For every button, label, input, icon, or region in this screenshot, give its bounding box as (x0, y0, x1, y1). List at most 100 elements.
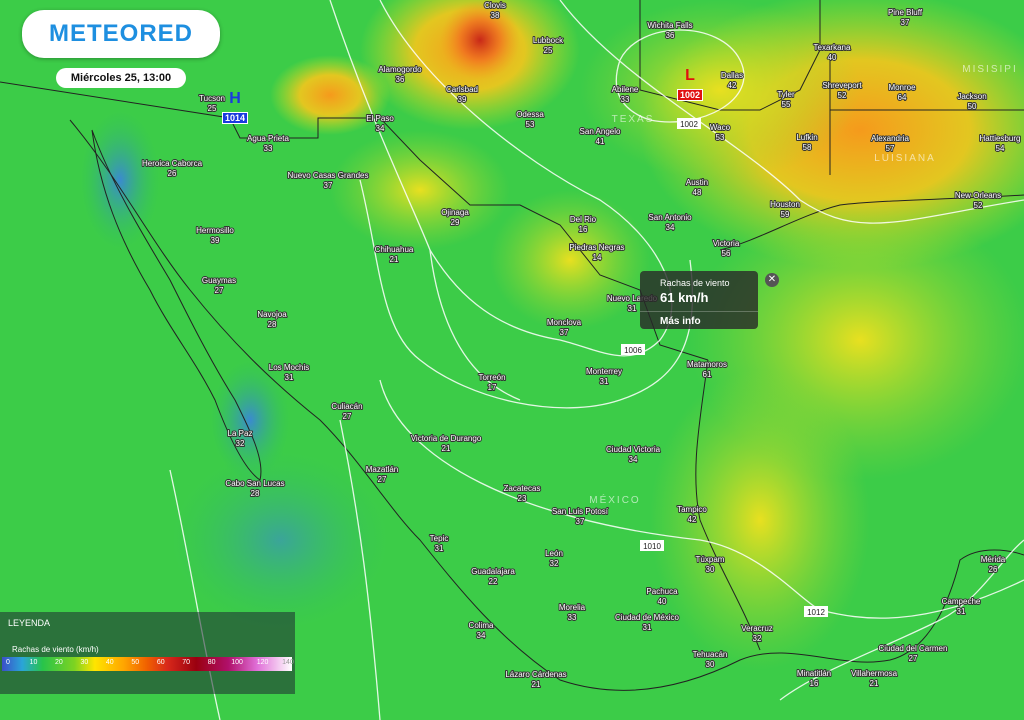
city-gust: 37 (576, 517, 585, 526)
city-gust: 61 (703, 370, 712, 379)
legend-tick: 60 (156, 659, 165, 666)
city-gust: 34 (376, 124, 385, 133)
city-gust: 38 (491, 11, 500, 20)
city-name: San Antonio (648, 213, 692, 222)
city-name: Minatitlán (797, 669, 831, 678)
city-name: Nuevo Casas Grandes (288, 171, 369, 180)
city-name: Texarkana (814, 43, 851, 52)
city-name: Houston (770, 200, 800, 209)
city-gust: 40 (828, 53, 837, 62)
city-name: Lubbock (533, 36, 564, 45)
city-gust: 37 (901, 18, 910, 27)
city-gust: 64 (898, 93, 907, 102)
legend-tick: 30 (80, 659, 89, 666)
legend-tick: 40 (105, 659, 114, 666)
city-name: Colima (469, 621, 494, 630)
city-name: Hattiesburg (980, 134, 1021, 143)
legend-tick: 50 (131, 659, 140, 666)
city-name: Matamoros (687, 360, 727, 369)
city-name: Odessa (516, 110, 544, 119)
city-gust: 37 (560, 328, 569, 337)
city-name: Ciudad del Carmen (879, 644, 948, 653)
date-selector[interactable]: Miércoles 25, 13:00 (56, 68, 186, 88)
city-gust: 42 (728, 81, 737, 90)
legend-colorbar (2, 657, 292, 671)
city-name: El Paso (366, 114, 394, 123)
popup-value: 61 km/h (660, 290, 709, 305)
city-gust: 30 (706, 565, 715, 574)
city-gust: 39 (211, 236, 220, 245)
city-name: Campeche (942, 597, 981, 606)
city-gust: 22 (489, 577, 498, 586)
pressure-center: L 1002 (677, 67, 704, 103)
city-gust: 25 (208, 104, 217, 113)
legend-title: LEYENDA (8, 618, 51, 628)
city-name: Ciudad Victoria (606, 445, 661, 454)
city-name: Heroica Caborca (142, 159, 203, 168)
city-gust: 34 (477, 631, 486, 640)
city-name: Tyler (777, 90, 795, 99)
city-name: Torreón (478, 373, 505, 382)
city-name: Monclova (547, 318, 582, 327)
city-gust: 30 (706, 660, 715, 669)
city-name: Del Rio (570, 215, 597, 224)
isobar-label: 1002 (680, 120, 698, 129)
city-gust: 59 (781, 210, 790, 219)
more-info-link[interactable]: Más info (640, 311, 758, 327)
city-name: Monterrey (586, 367, 622, 376)
close-button[interactable]: ✕ (765, 273, 779, 287)
city-name: Zacatecas (504, 484, 541, 493)
city-gust: 26 (168, 169, 177, 178)
city-gust: 33 (621, 95, 630, 104)
city-gust: 16 (579, 225, 588, 234)
city-gust: 34 (629, 455, 638, 464)
city-name: Veracruz (741, 624, 773, 633)
city-gust: 53 (716, 133, 725, 142)
info-popup: Rachas de viento 61 km/h Más info (640, 271, 758, 329)
city-gust: 39 (458, 95, 467, 104)
pressure-center: H 1014 (222, 90, 249, 126)
pressure-symbol: L (685, 67, 695, 84)
city-name: Wichita Falls (647, 21, 692, 30)
legend-tick: 10 (29, 659, 38, 666)
city-gust: 29 (451, 218, 460, 227)
city-name: Ojinaga (441, 208, 469, 217)
city-name: Clovis (484, 1, 506, 10)
city-name: Carlsbad (446, 85, 478, 94)
city-name: Villahermosa (851, 669, 898, 678)
city-name: Dallas (721, 71, 743, 80)
city-gust: 48 (693, 188, 702, 197)
city-name: Túxpam (696, 555, 725, 564)
city-gust: 33 (568, 613, 577, 622)
city-gust: 52 (974, 201, 983, 210)
city-name: La Paz (228, 429, 253, 438)
legend-tick: 0 (6, 659, 10, 666)
city-name: New Orleans (955, 191, 1001, 200)
wind-field (80, 0, 1024, 670)
city-gust: 31 (643, 623, 652, 632)
city-gust: 27 (909, 654, 918, 663)
city-gust: 17 (488, 383, 497, 392)
city-gust: 31 (435, 544, 444, 553)
city-gust: 31 (285, 373, 294, 382)
logo[interactable]: METEORED (22, 10, 220, 58)
city-name: Lufkin (796, 133, 817, 142)
city-gust: 31 (600, 377, 609, 386)
legend-tick: 120 (256, 659, 269, 666)
city-gust: 32 (753, 634, 762, 643)
isobar-label-box (677, 118, 701, 129)
city-gust: 21 (442, 444, 451, 453)
popup-title: Rachas de viento (660, 278, 730, 288)
city-gust: 32 (236, 439, 245, 448)
city-gust: 36 (396, 75, 405, 84)
city-gust: 27 (343, 412, 352, 421)
legend: LEYENDA Rachas de viento (km/h) 0 10 20 30 4… (0, 612, 295, 694)
city-gust: 50 (968, 102, 977, 111)
city-name: Austin (686, 178, 708, 187)
city-gust: 36 (666, 31, 675, 40)
city-name: Guadalajara (471, 567, 515, 576)
city-gust: 56 (722, 249, 731, 258)
city-gust: 41 (596, 137, 605, 146)
city-name: León (545, 549, 563, 558)
